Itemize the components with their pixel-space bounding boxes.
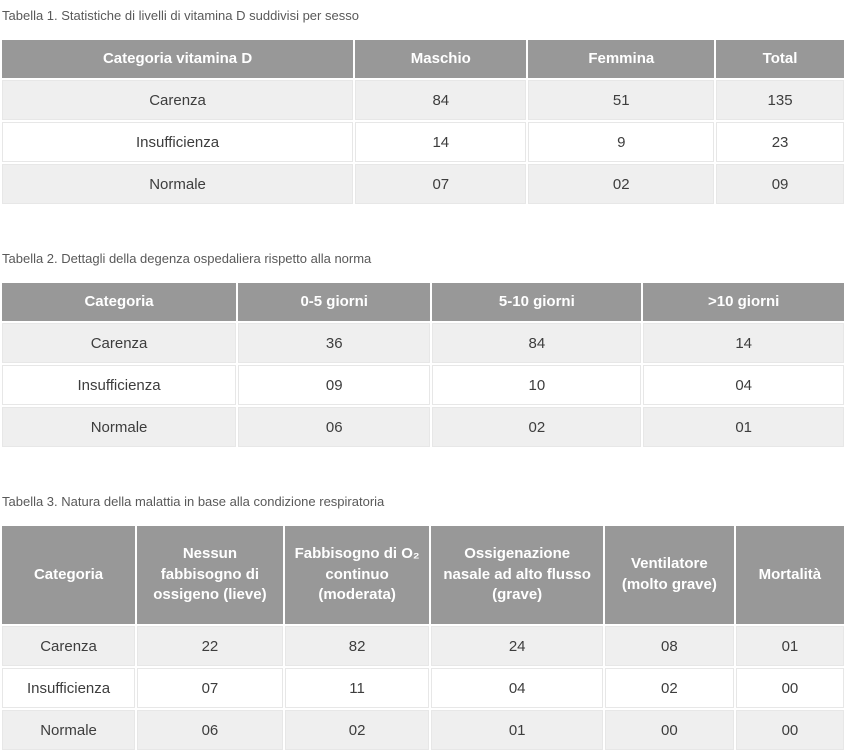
- column-header: Femmina: [528, 40, 715, 78]
- value-cell: 09: [238, 365, 431, 405]
- value-cell: 02: [432, 407, 642, 447]
- hospital-stay-section: Tabella 2. Dettagli della degenza ospeda…: [0, 251, 846, 449]
- column-header: Ventilatore (molto grave): [604, 526, 734, 624]
- row-category-cell: Normale: [2, 407, 237, 447]
- table-row: Normale 07 02 09: [2, 164, 844, 204]
- table3-caption: Tabella 3. Natura della malattia in base…: [2, 494, 385, 509]
- value-cell: 22: [137, 626, 283, 666]
- column-header: 5-10 giorni: [432, 283, 642, 321]
- row-category-cell: Carenza: [2, 80, 354, 120]
- column-header: Fabbisogno di O₂ continuo (moderata): [284, 526, 430, 624]
- value-cell: 24: [431, 626, 603, 666]
- value-cell: 07: [355, 164, 527, 204]
- value-cell: 51: [528, 80, 715, 120]
- value-cell: 04: [643, 365, 844, 405]
- header-row: Categoria vitamina D Maschio Femmina Total: [2, 40, 844, 78]
- value-cell: 02: [528, 164, 715, 204]
- table-row: Normale 06 02 01 00 00: [2, 710, 844, 750]
- column-header: Nessun fabbisogno di ossigeno (lieve): [137, 526, 283, 624]
- column-header: 0-5 giorni: [238, 283, 431, 321]
- column-header: >10 giorni: [643, 283, 844, 321]
- column-header: Maschio: [355, 40, 527, 78]
- table-row: Carenza 36 84 14: [2, 323, 844, 363]
- column-header: Categoria: [2, 526, 136, 624]
- value-cell: 82: [284, 626, 430, 666]
- row-category-cell: Carenza: [2, 626, 136, 666]
- respiratory-condition-section: Tabella 3. Natura della malattia in base…: [0, 494, 846, 752]
- value-cell: 09: [716, 164, 844, 204]
- value-cell: 36: [238, 323, 431, 363]
- row-category-cell: Insufficienza: [2, 365, 237, 405]
- value-cell: 10: [432, 365, 642, 405]
- value-cell: 00: [604, 710, 734, 750]
- value-cell: 06: [238, 407, 431, 447]
- header-row: Categoria 0-5 giorni 5-10 giorni >10 giorni: [2, 283, 844, 321]
- row-category-cell: Normale: [2, 164, 354, 204]
- table-row: Insufficienza 07 11 04 02 00: [2, 668, 844, 708]
- hospital-stay-table: Categoria 0-5 giorni 5-10 giorni >10 giorni…: [0, 281, 846, 449]
- column-header: Mortalità: [735, 526, 844, 624]
- table-row: Insufficienza 14 9 23: [2, 122, 844, 162]
- value-cell: 23: [716, 122, 844, 162]
- column-header: Categoria: [2, 283, 237, 321]
- row-category-cell: Carenza: [2, 323, 237, 363]
- value-cell: 00: [735, 668, 844, 708]
- row-category-cell: Insufficienza: [2, 122, 354, 162]
- value-cell: 84: [355, 80, 527, 120]
- value-cell: 01: [735, 626, 844, 666]
- row-category-cell: Normale: [2, 710, 136, 750]
- value-cell: 84: [432, 323, 642, 363]
- value-cell: 02: [604, 668, 734, 708]
- vitamin-d-by-sex-section: Tabella 1. Statistiche di livelli di vit…: [0, 8, 846, 206]
- value-cell: 01: [643, 407, 844, 447]
- value-cell: 02: [284, 710, 430, 750]
- vitamin-d-by-sex-table: Categoria vitamina D Maschio Femmina Total C…: [0, 38, 846, 206]
- column-header: Total: [716, 40, 844, 78]
- table-row: Carenza 84 51 135: [2, 80, 844, 120]
- table2-caption: Tabella 2. Dettagli della degenza ospeda…: [2, 251, 372, 266]
- header-row: Categoria Nessun fabbisogno di ossigeno (…: [2, 526, 844, 624]
- row-category-cell: Insufficienza: [2, 668, 136, 708]
- table1-caption: Tabella 1. Statistiche di livelli di vit…: [2, 8, 359, 23]
- value-cell: 14: [643, 323, 844, 363]
- value-cell: 14: [355, 122, 527, 162]
- value-cell: 07: [137, 668, 283, 708]
- value-cell: 11: [284, 668, 430, 708]
- table-row: Insufficienza 09 10 04: [2, 365, 844, 405]
- value-cell: 08: [604, 626, 734, 666]
- respiratory-condition-table: Categoria Nessun fabbisogno di ossigeno (…: [0, 524, 846, 752]
- value-cell: 06: [137, 710, 283, 750]
- column-header: Categoria vitamina D: [2, 40, 354, 78]
- value-cell: 9: [528, 122, 715, 162]
- value-cell: 135: [716, 80, 844, 120]
- column-header: Ossigenazione nasale ad alto flusso (gra…: [431, 526, 603, 624]
- value-cell: 01: [431, 710, 603, 750]
- value-cell: 04: [431, 668, 603, 708]
- value-cell: 00: [735, 710, 844, 750]
- table-row: Carenza 22 82 24 08 01: [2, 626, 844, 666]
- table-row: Normale 06 02 01: [2, 407, 844, 447]
